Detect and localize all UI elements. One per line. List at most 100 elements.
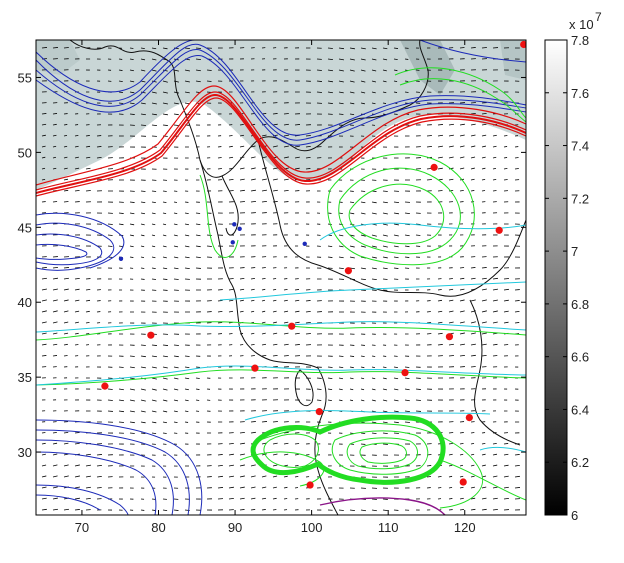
wind-vector [371,278,377,281]
wind-vector [162,432,167,434]
wind-vector [85,486,91,489]
wind-vector [272,299,277,302]
wind-vector [371,245,377,248]
wind-vector [283,299,288,302]
wind-vector [448,321,454,324]
wind-vector [272,442,278,445]
wind-vector [195,80,201,83]
wind-vector [393,256,399,259]
wind-vector [426,145,432,148]
wind-vector [184,388,189,391]
wind-vector [371,80,377,83]
wind-vector [503,146,508,148]
wind-vector [41,167,46,170]
wind-vector [173,355,179,358]
red-marker [445,333,454,341]
wind-vector [349,509,355,512]
wind-vector [74,509,80,511]
wind-vector [283,123,289,126]
axes: 70 80 90 100 110 120 30 35 40 45 50 55 [18,40,526,535]
wind-vector [327,80,333,83]
wind-vector [140,58,146,61]
wind-vector [63,343,68,346]
wind-vector [41,475,47,478]
wind-vector [294,310,300,313]
green-contour-10 [239,451,325,487]
wind-vector [371,267,377,270]
wind-vector [184,212,189,214]
wind-vector [85,498,91,500]
wind-vector [118,388,124,391]
wind-vector [327,256,333,258]
wind-vector [129,201,135,203]
wind-vector [41,47,48,49]
wind-vector [52,321,58,324]
wind-vector [272,354,278,357]
wind-vector [41,123,47,126]
wind-vector [327,388,333,391]
wind-vector [239,124,244,126]
coastline-north [69,40,429,178]
wind-vector [250,421,256,423]
wind-vector [261,332,266,335]
wind-vector [448,475,453,478]
blue-contour-west-4 [36,212,125,269]
wind-vector [360,47,366,50]
wind-vector [272,321,277,324]
wind-vector [184,410,189,412]
wind-vector [481,343,487,346]
wind-vector [151,212,156,215]
wind-vector [63,189,69,192]
wind-vector [85,289,91,291]
cyan-contour-5 [244,410,491,421]
red-marker [306,481,314,489]
blue-contour-south-1 [36,419,203,515]
green-contour-3 [338,167,461,255]
purple-contours [319,497,446,515]
wind-vector [327,102,333,104]
wind-vector [360,355,365,357]
wind-vector [239,299,244,302]
wind-vector [393,366,398,368]
wind-vector [52,145,57,148]
blue-contour-south-3 [36,439,174,515]
wind-vector [41,508,47,511]
green-contour-7 [399,78,526,123]
wind-vector [85,321,90,324]
wind-vector [129,69,134,72]
wind-vector [52,123,57,126]
wind-vector [437,156,443,159]
wind-vector [261,299,266,302]
wind-vector [382,234,388,237]
wind-vector [294,124,301,126]
wind-vector [448,123,455,126]
wind-vector [393,80,398,83]
red-markers [101,40,526,489]
wind-vector [63,167,68,170]
wind-vector [382,399,388,402]
wind-vector [360,278,366,281]
wind-vector [371,498,377,500]
wind-vector [393,388,399,391]
wind-vector [283,486,288,489]
x-tick-label: 100 [301,520,323,535]
wind-vector [283,310,289,313]
y-tick-label: 50 [18,145,32,160]
wind-vector [327,245,333,248]
wind-vector [151,377,157,380]
blue-contour-north-5 [419,40,526,63]
wind-vector [217,300,223,302]
wind-vector-field [41,47,521,512]
wind-vector [404,234,410,237]
wind-vector [173,377,179,380]
blue-marker [230,240,235,245]
wind-vector [481,190,486,192]
wind-vector [140,80,146,83]
wind-vector [85,167,91,170]
wind-vector [448,442,453,445]
colorbar-tick-label: 7.4 [571,139,589,154]
wind-vector [371,377,376,380]
wind-vector [360,377,365,380]
wind-vector [448,310,454,313]
blue-marker [237,226,242,232]
